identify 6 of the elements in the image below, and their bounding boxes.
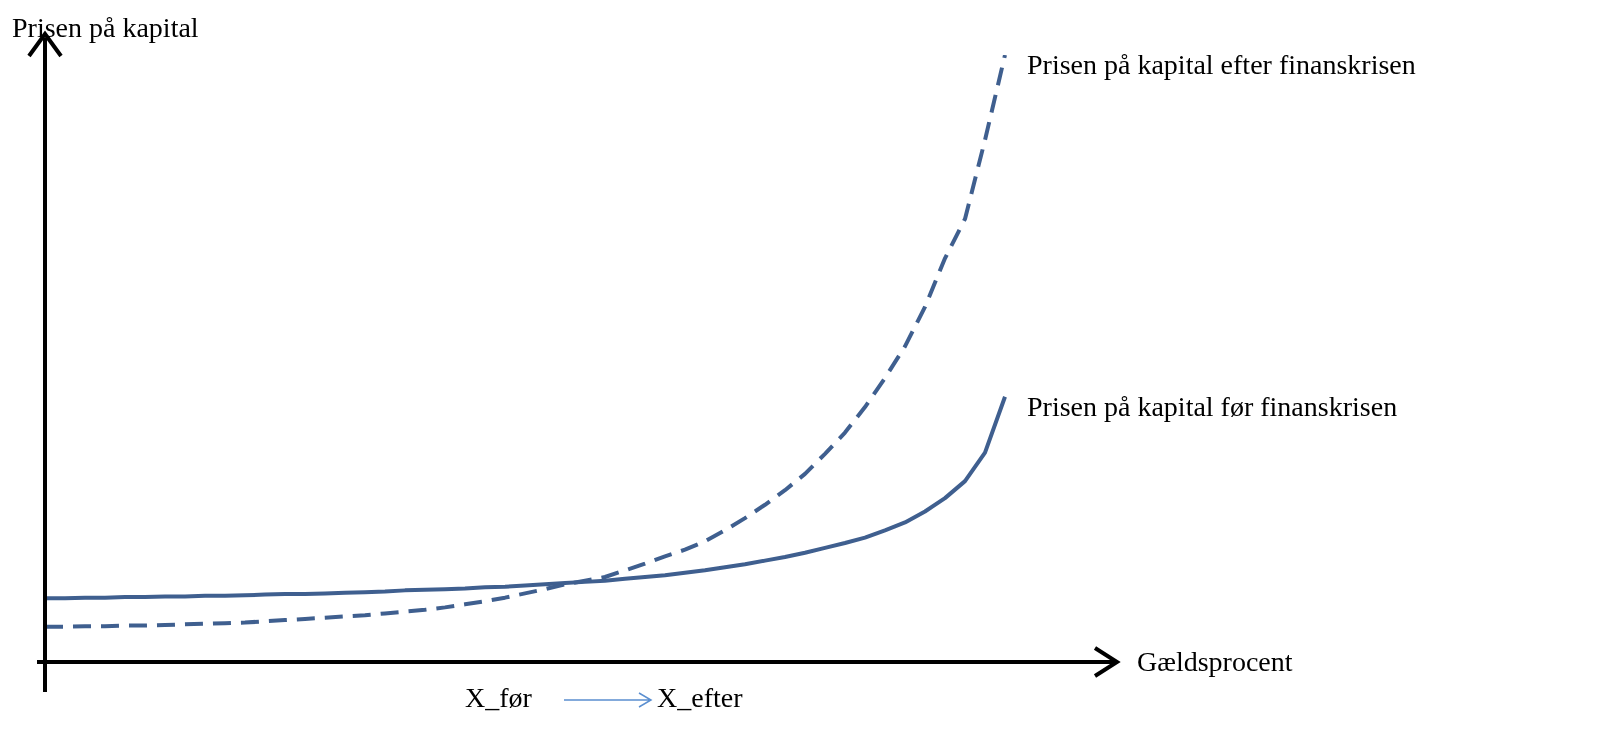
y-axis-title: Prisen på kapital <box>12 12 199 44</box>
text: X_efter <box>657 682 744 714</box>
series-label: Prisen på kapital før finanskrisen <box>1027 391 1398 423</box>
x-axis-title: Gældsprocent <box>1137 646 1293 678</box>
series-label: Prisen på kapital efter finanskrisen <box>1027 49 1416 81</box>
text: X_før <box>465 682 533 714</box>
